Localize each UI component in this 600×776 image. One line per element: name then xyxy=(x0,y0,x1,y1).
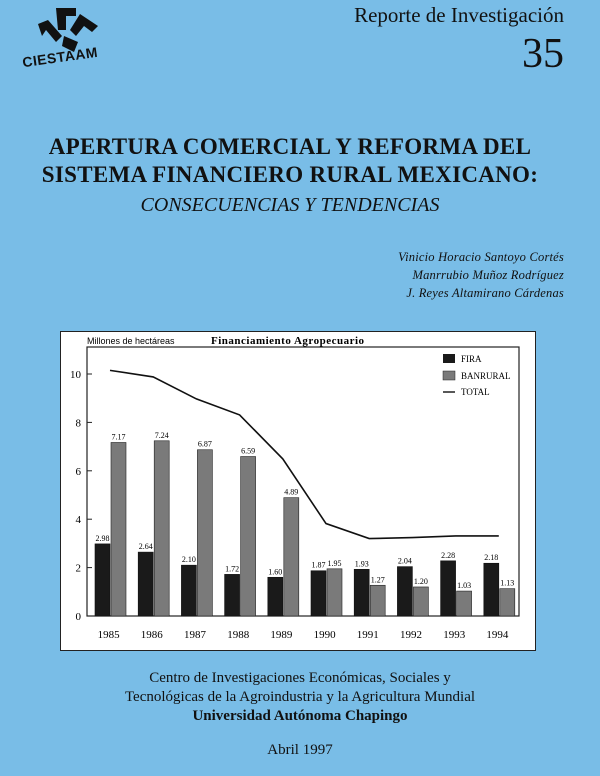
bar-banrural xyxy=(413,586,429,617)
x-tick-label: 1988 xyxy=(227,629,250,641)
footer-institution-line-1: Centro de Investigaciones Económicas, So… xyxy=(149,670,451,686)
x-tick-label: 1990 xyxy=(314,629,337,641)
bar-banrural xyxy=(240,456,256,617)
data-label-fira: 2.04 xyxy=(398,557,412,566)
data-label-banrural: 4.89 xyxy=(284,488,298,497)
data-label-banrural: 1.27 xyxy=(371,575,385,584)
report-label: Reporte de Investigación xyxy=(354,3,564,27)
footer-institution-line-2: Tecnológicas de la Agroindustria y la Ag… xyxy=(124,689,476,705)
y-tick-label: 8 xyxy=(76,417,82,429)
bar-banrural xyxy=(456,590,472,617)
footer-university: Universidad Autónoma Chapingo xyxy=(192,708,408,724)
data-label-banrural: 1.20 xyxy=(414,577,428,586)
data-label-banrural: 1.13 xyxy=(500,579,514,588)
y-tick-label: 0 xyxy=(76,611,82,623)
x-tick-label: 1989 xyxy=(270,629,293,641)
footer-date: Abril 1997 xyxy=(267,742,333,758)
y-tick-label: 6 xyxy=(76,466,82,478)
data-label-banrural: 6.59 xyxy=(241,447,255,456)
chart-frame: Financiamiento Agropecuario Millones de h… xyxy=(60,331,536,651)
data-label-banrural: 6.87 xyxy=(198,440,212,449)
bar-fira xyxy=(483,562,500,617)
data-label-banrural: 7.17 xyxy=(112,432,126,441)
author-2: Manrrubio Muñoz Rodríguez xyxy=(412,268,564,282)
legend-swatch-banrural xyxy=(442,370,456,381)
x-tick-label: 1992 xyxy=(400,629,422,641)
line-total xyxy=(109,369,499,540)
data-label-fira: 2.28 xyxy=(441,551,455,560)
x-tick-label: 1994 xyxy=(486,629,509,641)
legend-label-fira: FIRA xyxy=(461,354,482,364)
data-label-fira: 2.18 xyxy=(484,553,498,562)
y-tick-label: 10 xyxy=(70,369,82,381)
bar-banrural xyxy=(153,440,170,617)
bar-fira xyxy=(310,570,327,617)
ciestaam-logo xyxy=(38,8,98,52)
y-axis-label: Millones de hectáreas xyxy=(87,336,175,346)
data-label-fira: 1.60 xyxy=(268,567,282,576)
bar-fira xyxy=(440,560,456,617)
chart-title: Financiamiento Agropecuario xyxy=(211,335,365,347)
bar-banrural xyxy=(326,568,343,617)
legend-label-banrural: BANRURAL xyxy=(461,371,511,381)
data-label-banrural: 1.95 xyxy=(328,559,342,568)
financing-chart: Financiamiento Agropecuario Millones de h… xyxy=(70,335,520,641)
author-1: Vinicio Horacio Santoyo Cortés xyxy=(398,250,564,264)
x-tick-label: 1991 xyxy=(357,629,379,641)
x-tick-label: 1987 xyxy=(184,629,207,641)
bar-banrural xyxy=(283,497,300,617)
legend-label-total: TOTAL xyxy=(461,387,490,397)
legend-swatch-fira xyxy=(443,354,455,363)
data-label-fira: 1.93 xyxy=(355,559,369,568)
bar-fira xyxy=(353,568,370,617)
report-number: 35 xyxy=(522,31,564,77)
title-line-2: SISTEMA FINANCIERO RURAL MEXICANO: xyxy=(41,162,539,187)
data-label-fira: 2.64 xyxy=(139,542,153,551)
data-label-fira: 1.87 xyxy=(312,561,326,570)
data-label-fira: 1.72 xyxy=(225,564,239,573)
x-tick-label: 1993 xyxy=(443,629,466,641)
bar-fira xyxy=(94,543,111,617)
data-label-fira: 2.10 xyxy=(182,555,196,564)
bar-banrural xyxy=(369,584,386,617)
x-tick-label: 1985 xyxy=(98,629,121,641)
title-line-1: APERTURA COMERCIAL Y REFORMA DEL xyxy=(48,134,532,159)
bar-banrural xyxy=(197,449,213,617)
data-label-fira: 2.98 xyxy=(96,534,110,543)
x-tick-label: 1986 xyxy=(141,629,164,641)
bar-fira xyxy=(137,551,154,617)
bar-fira xyxy=(224,574,240,617)
bar-fira xyxy=(397,566,413,617)
bar-banrural xyxy=(499,588,516,617)
author-3: J. Reyes Altamirano Cárdenas xyxy=(406,286,564,300)
bar-fira xyxy=(267,576,284,617)
y-tick-label: 2 xyxy=(76,563,82,575)
bar-banrural xyxy=(110,442,127,617)
data-label-banrural: 7.24 xyxy=(155,431,169,440)
data-label-banrural: 1.03 xyxy=(457,581,471,590)
subtitle: CONSECUENCIAS Y TENDENCIAS xyxy=(140,194,440,216)
bar-fira xyxy=(181,564,197,617)
y-tick-label: 4 xyxy=(76,514,82,526)
